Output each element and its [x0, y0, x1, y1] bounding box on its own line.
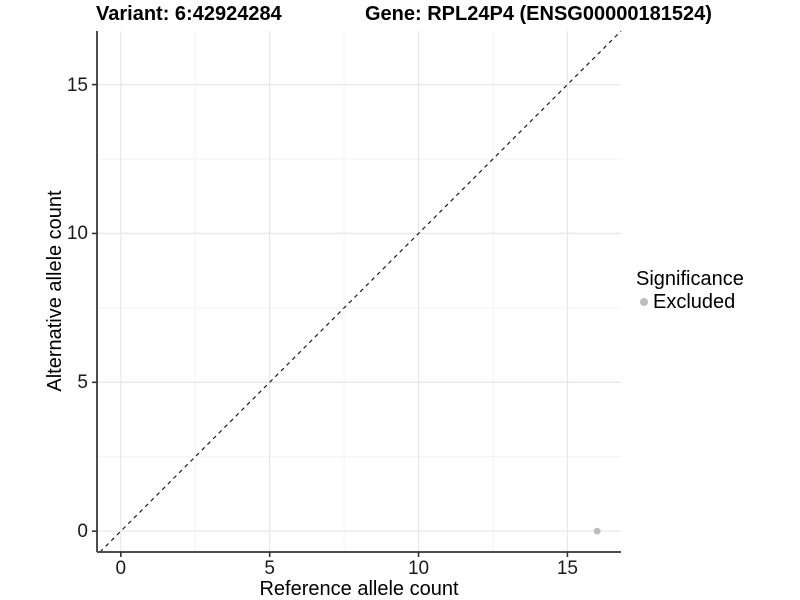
x-tick-label: 0	[115, 558, 127, 579]
legend-item-excluded: Excluded	[636, 291, 744, 313]
plot-title-gene: Gene: RPL24P4 (ENSG00000181524)	[365, 3, 712, 25]
y-tick-label: 0	[77, 521, 88, 543]
plot-title-variant: Variant: 6:42924284	[96, 3, 282, 25]
legend: Significance Excluded	[636, 268, 744, 313]
x-tick-label: 15	[556, 558, 578, 579]
y-tick-label: 10	[66, 223, 88, 245]
x-axis-title: Reference allele count	[259, 578, 459, 600]
y-tick-label: 15	[66, 74, 88, 96]
legend-title: Significance	[636, 268, 744, 290]
x-tick-label: 10	[407, 558, 430, 579]
data-point-excluded	[593, 527, 601, 535]
identity-line	[99, 30, 622, 553]
legend-point-icon	[640, 298, 648, 306]
y-axis-title: Alternative allele count	[44, 190, 66, 392]
x-tick-label: 5	[264, 558, 275, 579]
legend-item-label: Excluded	[653, 291, 736, 313]
y-tick-label: 5	[77, 372, 88, 394]
